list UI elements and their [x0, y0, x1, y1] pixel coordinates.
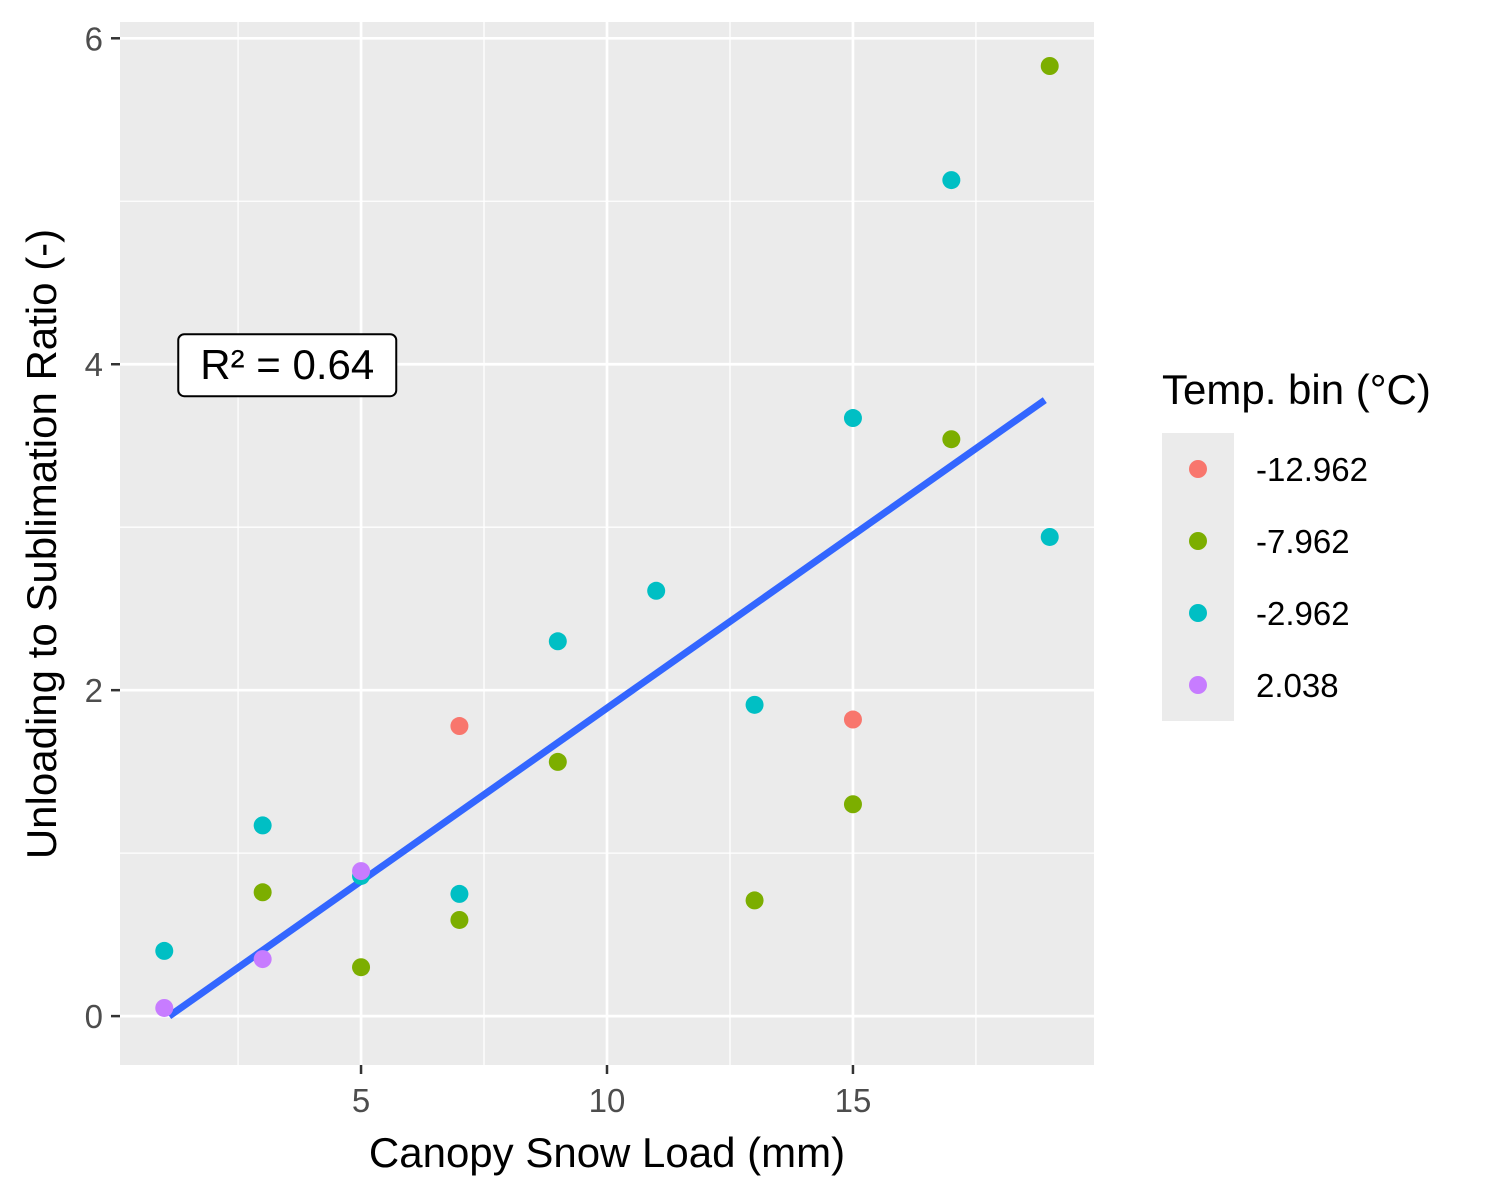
legend-label-0: -12.962	[1256, 451, 1368, 488]
annotations: R² = 0.64	[177, 333, 398, 398]
data-point-series-2	[253, 816, 272, 835]
fit-line	[167, 397, 1047, 1019]
data-point-series-2	[155, 941, 174, 960]
legend-key-0	[1189, 460, 1207, 478]
annotation-label: R² = 0.64	[200, 341, 374, 388]
data-point-series-2	[745, 695, 764, 714]
x-axis: 5 10 15	[352, 1065, 871, 1119]
annotation-box	[177, 333, 398, 398]
legend: Temp. bin (°C) -12.962 -7.962 -2.962 2.038	[1162, 366, 1431, 721]
data-point-series-2	[843, 409, 862, 428]
data-point-series-2	[450, 884, 469, 903]
data-point-series-1	[843, 795, 862, 814]
data-point-series-0	[450, 717, 469, 736]
y-tick-label: 6	[85, 20, 103, 57]
legend-label-2: -2.962	[1256, 595, 1350, 632]
data-point-series-2	[942, 171, 961, 190]
legend-key-2	[1189, 604, 1207, 622]
x-tick-label: 10	[589, 1082, 626, 1119]
y-tick-label: 2	[85, 672, 103, 709]
x-tick-label: 5	[352, 1082, 370, 1119]
data-point-series-3	[253, 950, 272, 969]
data-point-series-1	[745, 891, 764, 910]
data-point-series-1	[942, 430, 961, 449]
data-point-series-2	[647, 581, 666, 600]
legend-label-1: -7.962	[1256, 523, 1350, 560]
x-tick-label: 15	[835, 1082, 872, 1119]
y-axis: 0 2 4 6	[85, 20, 120, 1035]
legend-title: Temp. bin (°C)	[1162, 366, 1431, 413]
legend-key-background	[1162, 433, 1234, 721]
data-point-series-1	[450, 910, 469, 929]
x-axis-label: Canopy Snow Load (mm)	[369, 1129, 845, 1176]
data-points	[155, 57, 1059, 1017]
y-tick-label: 0	[85, 998, 103, 1035]
legend-label-3: 2.038	[1256, 667, 1339, 704]
legend-key-1	[1189, 532, 1207, 550]
regression-line	[167, 397, 1047, 1019]
data-point-series-2	[1040, 527, 1059, 546]
data-point-series-1	[253, 883, 272, 902]
data-point-series-2	[548, 632, 567, 651]
data-point-series-0	[843, 710, 862, 729]
data-point-series-3	[352, 862, 371, 881]
y-tick-label: 4	[85, 346, 103, 383]
legend-key-3	[1189, 676, 1207, 694]
data-point-series-1	[352, 958, 371, 977]
y-axis-label: Unloading to Sublimation Ratio (-)	[18, 229, 65, 859]
data-point-series-1	[548, 752, 567, 771]
data-point-series-1	[1040, 57, 1059, 76]
data-point-series-3	[155, 998, 174, 1017]
major-gridlines	[120, 22, 1094, 1065]
